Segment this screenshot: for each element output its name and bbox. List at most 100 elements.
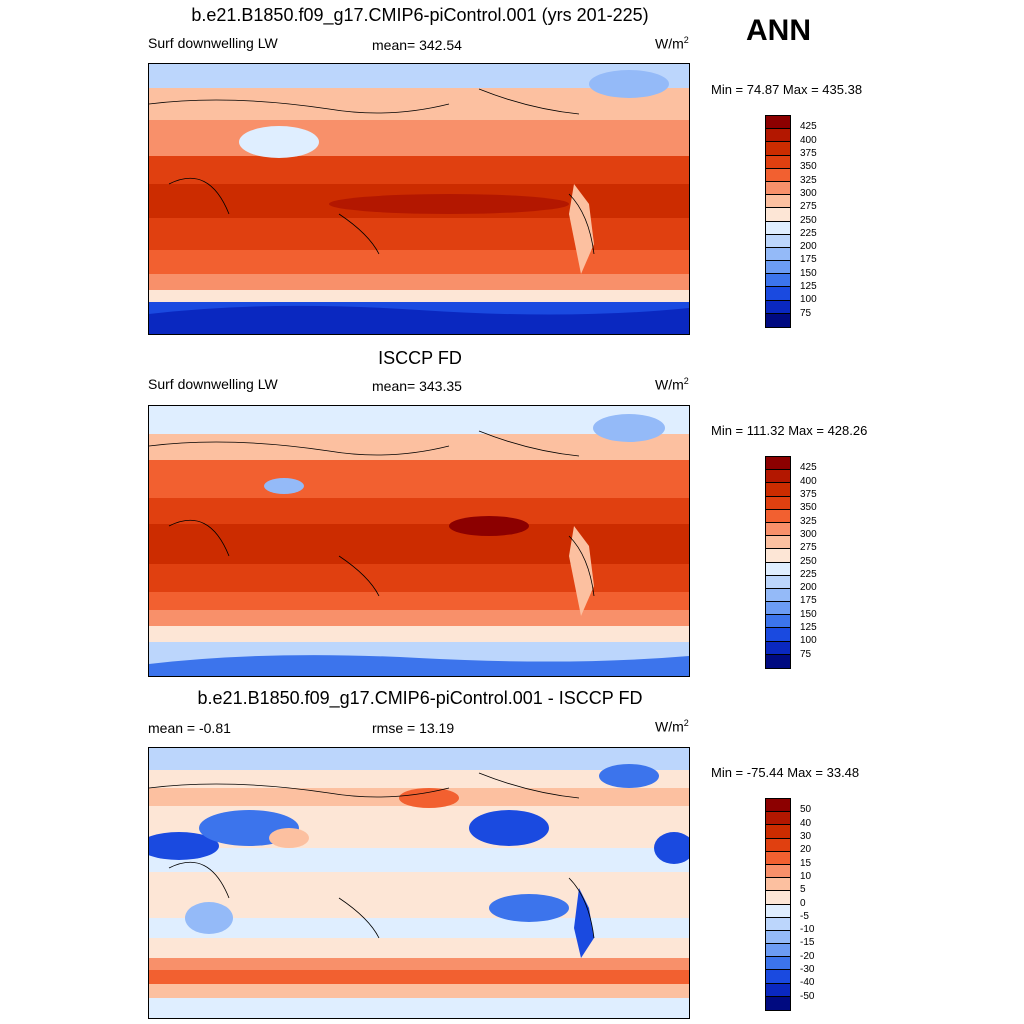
colorbar-tick-label: 400 [800,134,817,146]
colorbar-swatch [766,536,790,550]
colorbar-tick-label: 200 [800,241,817,253]
colorbar-tick-label: 75 [800,307,812,319]
colorbar-swatch [766,522,790,537]
colorbar-tick-label: 225 [800,568,817,580]
colorbar-tick-label: 50 [800,804,812,816]
panel2-map-field [149,406,689,676]
colorbar-swatch [766,825,790,839]
panel2-variable-label: Surf downwelling LW [148,376,278,392]
colorbar-swatch [766,195,790,209]
colorbar-swatch [766,274,790,288]
colorbar-tick-label: 100 [800,294,817,306]
colorbar-swatch [766,957,790,971]
colorbar-swatch [766,575,790,589]
panel3-colorbar [765,798,791,1011]
colorbar-tick-label: -50 [800,990,815,1002]
panel2-colorbar [765,456,791,669]
colorbar-tick-label: 400 [800,475,817,487]
colorbar-swatch [766,615,790,629]
colorbar-tick-label: 175 [800,595,817,607]
colorbar-tick-label: 100 [800,635,817,647]
panel1-units: W/m2 [655,35,689,52]
colorbar-tick-label: -20 [800,950,815,962]
panel3-units: W/m2 [655,718,689,735]
colorbar-tick-label: 15 [800,857,812,869]
colorbar-swatch [766,562,790,576]
colorbar-tick-label: 175 [800,254,817,266]
colorbar-tick-label: 300 [800,528,817,540]
colorbar-swatch [766,641,790,655]
colorbar-tick-label: 75 [800,648,812,660]
colorbar-tick-label: 30 [800,830,812,842]
colorbar-tick-label: 150 [800,608,817,620]
colorbar-tick-label: 20 [800,844,812,856]
panel1-variable-label: Surf downwelling LW [148,35,278,51]
panel1-title: b.e21.B1850.f09_g17.CMIP6-piControl.001 … [191,5,649,25]
panel3-minmax: Min = -75.44 Max = 33.48 [711,765,860,780]
colorbar-swatch [766,300,790,314]
colorbar-swatch [766,261,790,275]
colorbar-swatch [766,891,790,905]
panel1-map-field [149,64,689,334]
colorbar-swatch [766,509,790,523]
panel2-map [148,405,690,677]
colorbar-tick-label: 325 [800,174,817,186]
colorbar-swatch [766,944,790,958]
colorbar-tick-label: 0 [800,897,806,909]
panel1-map [148,63,690,335]
colorbar-tick-label: 375 [800,488,817,500]
colorbar-tick-label: 325 [800,515,817,527]
colorbar-swatch [766,287,790,301]
colorbar-tick-label: 200 [800,582,817,594]
season-label: ANN [746,14,811,47]
colorbar-swatch [766,930,790,945]
panel3-rmse-label: rmse = 13.19 [372,720,455,736]
colorbar-swatch [766,602,790,616]
colorbar-swatch [766,496,790,510]
panel3-mean-label: mean = -0.81 [148,720,231,736]
colorbar-tick-label: 10 [800,870,812,882]
colorbar-tick-label: 275 [800,201,817,213]
colorbar-tick-label: 250 [800,555,817,567]
colorbar-swatch [766,628,790,642]
panel2-units: W/m2 [655,376,689,393]
panel3-map-field [149,748,689,1018]
colorbar-tick-label: 150 [800,267,817,279]
colorbar-swatch [766,234,790,248]
colorbar-tick-label: -15 [800,937,815,949]
colorbar-tick-label: 350 [800,161,817,173]
colorbar-swatch [766,983,790,997]
colorbar-swatch [766,851,790,865]
colorbar-tick-label: -10 [800,924,815,936]
colorbar-swatch [766,654,790,668]
colorbar-tick-label: 275 [800,542,817,554]
colorbar-swatch [766,155,790,169]
panel3-map [148,747,690,1019]
colorbar-swatch [766,917,790,931]
colorbar-tick-label: 375 [800,147,817,159]
colorbar-swatch [766,838,790,852]
colorbar-swatch [766,996,790,1010]
colorbar-swatch [766,168,790,182]
colorbar-swatch [766,549,790,563]
colorbar-swatch [766,181,790,196]
colorbar-swatch [766,221,790,235]
colorbar-swatch [766,116,790,130]
colorbar-tick-label: 350 [800,502,817,514]
colorbar-swatch [766,904,790,918]
colorbar-tick-label: 125 [800,281,817,293]
colorbar-tick-label: 5 [800,884,806,896]
panel1-mean-label: mean= 342.54 [372,37,462,53]
panel1-colorbar [765,115,791,328]
panel2-title: ISCCP FD [378,348,462,368]
colorbar-swatch [766,799,790,813]
colorbar-tick-label: -5 [800,910,809,922]
colorbar-tick-label: 300 [800,187,817,199]
panel2-minmax: Min = 111.32 Max = 428.26 [711,423,868,438]
colorbar-swatch [766,129,790,143]
colorbar-tick-label: 40 [800,817,812,829]
colorbar-swatch [766,247,790,262]
colorbar-swatch [766,812,790,826]
colorbar-swatch [766,313,790,327]
colorbar-tick-label: 425 [800,121,817,133]
